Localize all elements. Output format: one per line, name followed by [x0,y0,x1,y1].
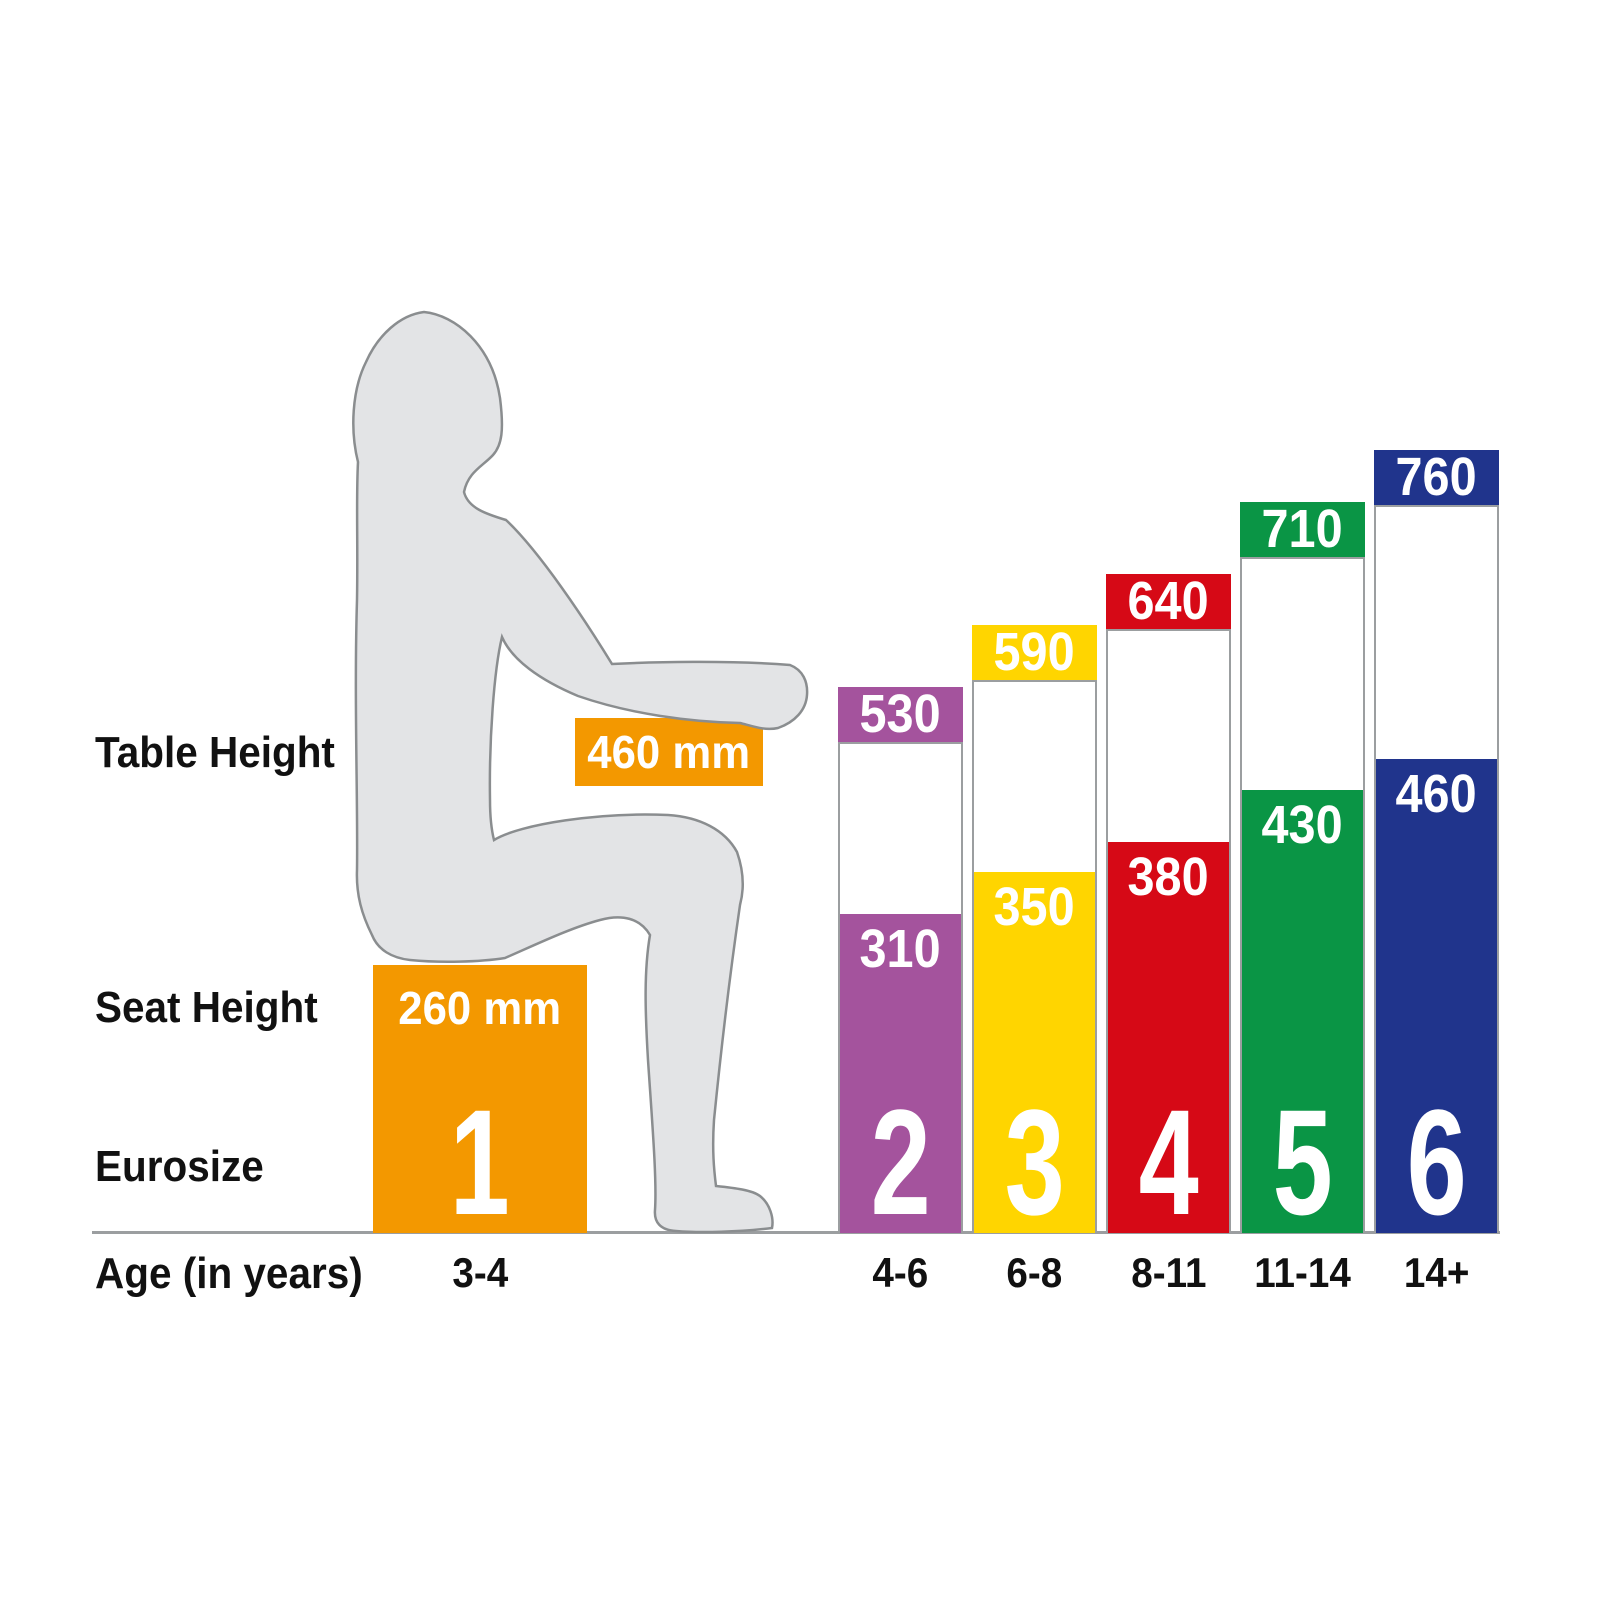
table-height-cap-4: 640 [1106,570,1231,631]
size-bar-2: 310 2 530 [838,687,963,1247]
table-height-value-4: 640 [1106,570,1231,631]
size-bar-3: 350 3 590 [972,625,1097,1247]
age-value-5: 11-14 [1233,1252,1373,1294]
eurosize-number-4-text: 4 [1138,1078,1199,1247]
seat-section-5: 430 5 [1242,790,1363,1247]
age-value-6: 14+ [1367,1252,1507,1294]
eurosize-number-2-text: 2 [870,1078,931,1247]
seat-height-value-6-text: 460 [1395,764,1478,825]
table-height-cap-6: 760 [1374,450,1499,506]
age-value-6-text: 14+ [1403,1249,1470,1296]
table-height-value-1-text: 460 mm [587,726,751,778]
seat-height-value-3: 350 [974,880,1095,934]
eurosize-number-1: 1 [373,1078,587,1247]
table-height-value-6: 760 [1374,450,1499,505]
age-value-1: 3-4 [410,1252,550,1294]
table-height-cap-2: 530 [838,687,963,743]
seat-height-value-5: 430 [1242,798,1363,852]
seat-height-value-6: 460 [1376,767,1497,821]
size-bar-5: 430 5 710 [1240,498,1365,1247]
seat-section-3: 350 3 [974,872,1095,1247]
eurosize-label: Eurosize [95,1142,264,1191]
table-height-value-2: 530 [838,687,963,742]
seat-height-label: Seat Height [95,983,318,1032]
eurosize-number-6-text: 6 [1406,1078,1467,1247]
eurosize-number-5-text: 5 [1272,1078,1333,1247]
table-height-value-3-text: 590 [993,622,1076,683]
table-height-value-2-text: 530 [859,684,942,745]
seat-section-4: 380 4 [1108,841,1229,1247]
age-value-5-text: 11-14 [1254,1249,1351,1296]
table-height-cap-3: 590 [972,625,1097,681]
seat-height-value-2-text: 310 [859,918,942,979]
table-height-label: Table Height [95,728,335,777]
seat-height-value-1-text: 260 mm [398,982,562,1035]
seat-section-6: 460 6 [1376,759,1497,1247]
age-value-3: 6-8 [965,1252,1105,1294]
eurosize-number-1-text: 1 [449,1078,511,1247]
age-value-4: 8-11 [1099,1252,1239,1294]
table-height-value-5: 710 [1240,498,1365,559]
eurosize-number-4: 4 [1108,1078,1229,1247]
eurosize-number-3-text: 3 [1004,1078,1065,1247]
table-height-value-4-text: 640 [1127,570,1210,631]
table-height-value-6-text: 760 [1395,447,1478,508]
age-axis-label: Age (in years) [95,1249,363,1298]
eurosize-1-seat-block: 260 mm 1 [373,965,587,1247]
eurosize-number-3: 3 [974,1078,1095,1247]
table-height-value-3: 590 [972,625,1097,680]
seat-section-2: 310 2 [840,913,961,1247]
seat-height-value-4: 380 [1108,850,1229,904]
eurosize-number-6: 6 [1376,1078,1497,1247]
seat-height-value-1: 260 mm [373,985,587,1031]
age-value-4-text: 8-11 [1130,1249,1207,1296]
eurosize-1-table-block: 460 mm [575,718,763,786]
age-value-2: 4-6 [831,1252,971,1294]
eurosize-number-2: 2 [840,1078,961,1247]
age-value-1-text: 3-4 [452,1249,508,1296]
table-height-value-5-text: 710 [1261,498,1344,559]
age-value-2-text: 4-6 [872,1249,929,1296]
age-value-3-text: 6-8 [1006,1249,1063,1296]
table-height-value-1: 460 mm [575,718,763,786]
table-height-cap-5: 710 [1240,498,1365,559]
seat-height-value-4-text: 380 [1127,846,1210,907]
seat-height-value-2: 310 [840,922,961,976]
size-bar-6: 460 6 760 [1374,450,1499,1247]
seat-height-value-5-text: 430 [1261,795,1344,856]
eurosize-number-5: 5 [1242,1078,1363,1247]
size-bar-4: 380 4 640 [1106,570,1231,1247]
baseline-axis [92,1231,1500,1234]
seat-height-value-3-text: 350 [993,877,1076,938]
